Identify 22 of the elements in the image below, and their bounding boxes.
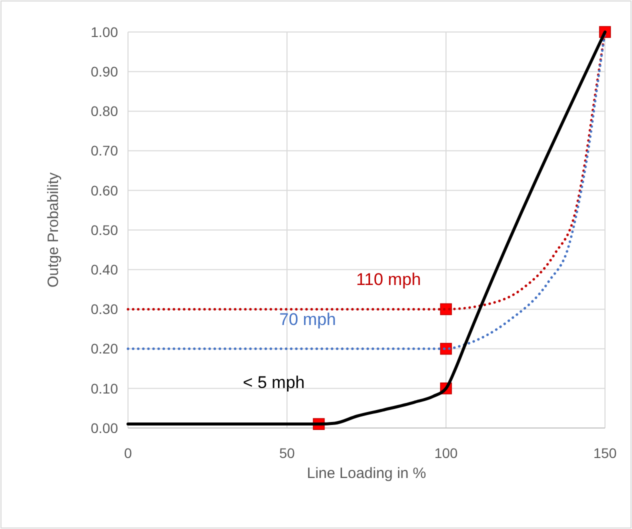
y-tick-label: 0.50 xyxy=(90,222,118,238)
y-tick-label: 0.20 xyxy=(90,340,118,357)
y-tick-label: 0.00 xyxy=(90,420,118,436)
x-tick-label: 100 xyxy=(434,445,458,461)
y-tick-label: 0.10 xyxy=(90,380,118,396)
series-label: 110 mph xyxy=(356,270,421,290)
point xyxy=(440,342,452,355)
y-tick-label: 0.80 xyxy=(90,103,118,120)
x-tick-label: 150 xyxy=(593,445,617,461)
x-tick-label: 50 xyxy=(279,445,295,461)
y-tick-label: 0.90 xyxy=(90,64,118,80)
series-label: 70 mph xyxy=(279,310,336,329)
series-label: < 5 mph xyxy=(242,373,305,392)
x-axis-title: Line Loading in % xyxy=(306,465,426,482)
y-tick-label: 0.70 xyxy=(90,142,118,159)
x-tick-label: 0 xyxy=(124,445,132,461)
y-tick-label: 0.40 xyxy=(90,262,118,278)
y-tick-label: 0.60 xyxy=(90,182,118,198)
point xyxy=(440,303,452,316)
y-tick-label: 0.30 xyxy=(90,301,118,318)
y-axis-title: Outge Probability xyxy=(45,172,62,288)
y-tick-label: 1.00 xyxy=(90,24,118,40)
